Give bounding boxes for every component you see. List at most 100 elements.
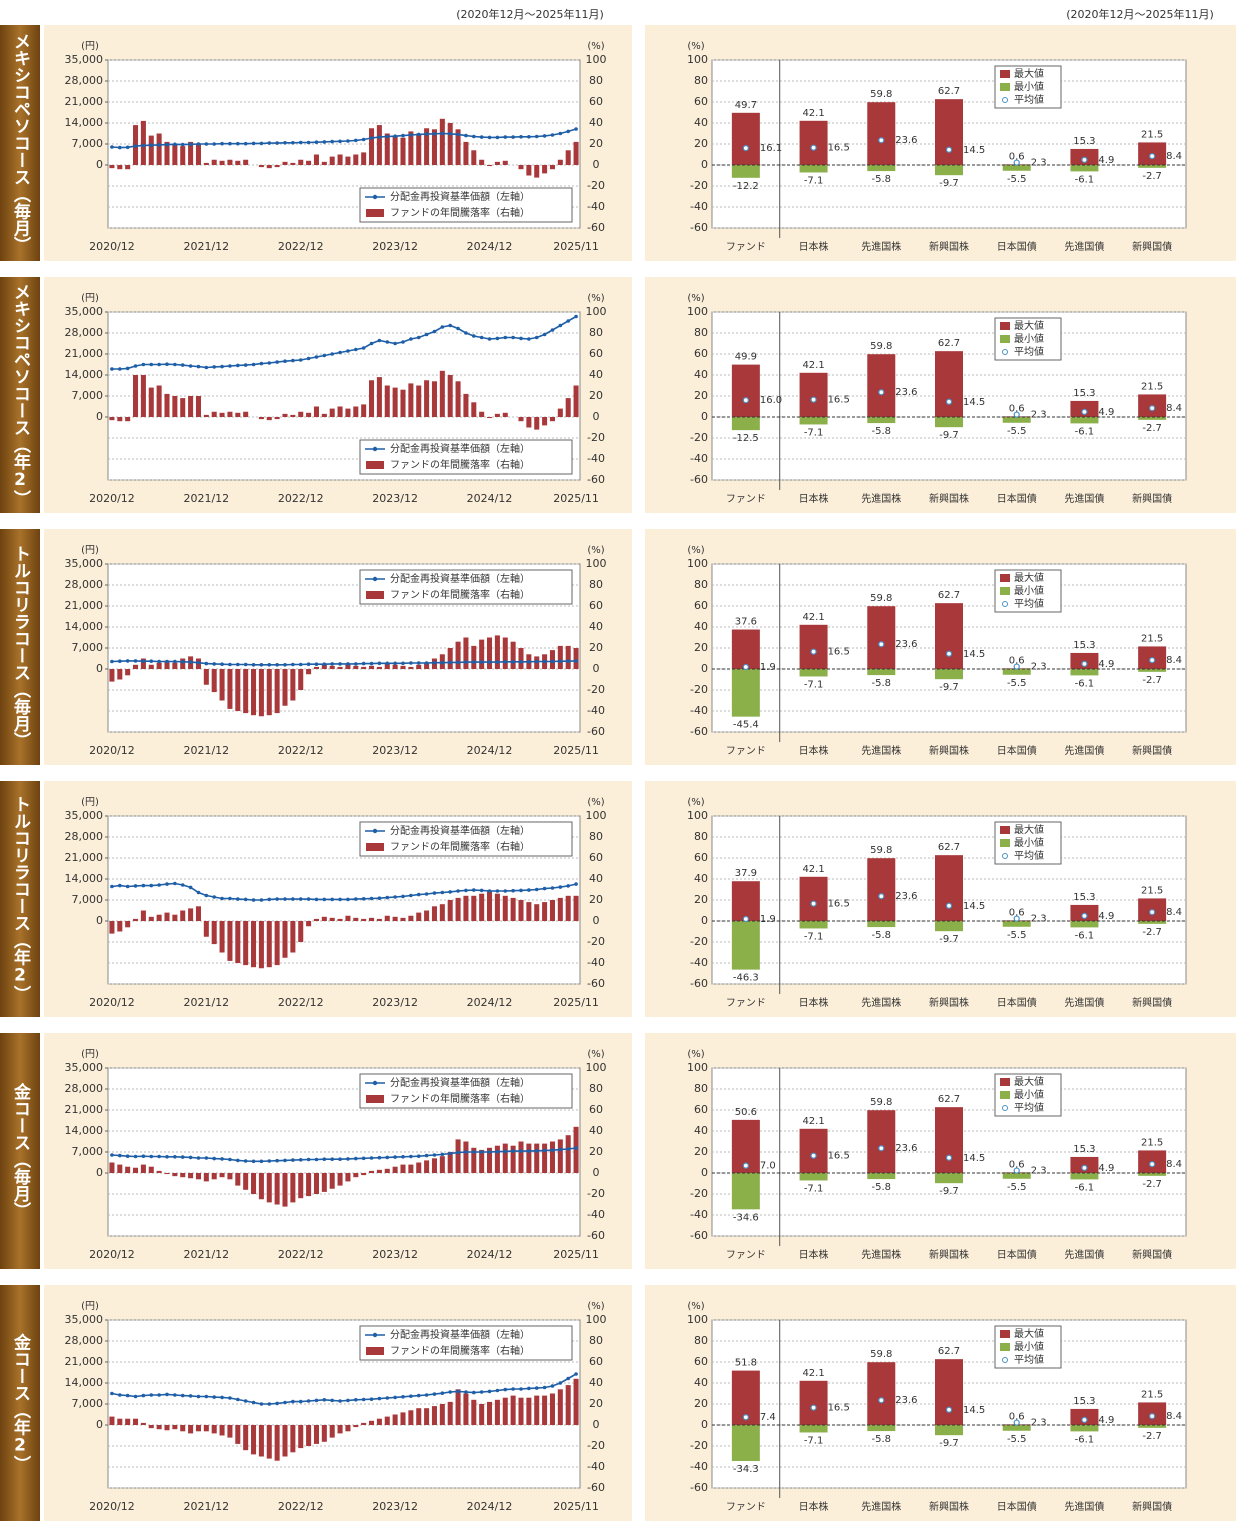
- y2-tick-label: 80: [589, 1082, 603, 1095]
- bar: [164, 393, 170, 417]
- value-label: 15.3: [1073, 892, 1095, 903]
- bar: [565, 150, 571, 165]
- bar: [424, 910, 430, 921]
- y-tick-label: 100: [687, 53, 708, 66]
- bar: [266, 165, 272, 169]
- bar: [479, 159, 485, 165]
- bar: [526, 165, 532, 176]
- average-dot: [810, 1152, 817, 1159]
- bar: [321, 1173, 327, 1192]
- legend-swatch: [366, 1347, 384, 1355]
- label-strip: [0, 781, 40, 1017]
- bar: [557, 408, 563, 417]
- bar: [282, 669, 288, 706]
- legend-swatch: [1002, 97, 1008, 103]
- bar: [867, 165, 896, 172]
- legend-box: [359, 821, 573, 857]
- bar: [384, 1416, 390, 1425]
- y-tick-label: 0: [701, 914, 708, 927]
- bar: [337, 918, 343, 921]
- legend-swatch: [1000, 322, 1010, 330]
- legend-swatch: [1000, 83, 1010, 91]
- bar: [140, 658, 146, 669]
- y-tick-label: -40: [690, 956, 708, 969]
- bar: [345, 1173, 351, 1182]
- y2-axis-unit: (%): [587, 797, 604, 808]
- value-label: -12.2: [733, 181, 759, 192]
- value-label: -6.1: [1075, 426, 1095, 437]
- bar: [439, 1404, 445, 1425]
- y-tick-label: 0: [701, 410, 708, 423]
- bar: [565, 895, 571, 921]
- x-tick-label: 2021/12: [183, 744, 229, 757]
- bar: [290, 1173, 296, 1203]
- x-tick-label: 2024/12: [467, 996, 513, 1009]
- x-tick-label: 日本株: [799, 1248, 829, 1261]
- bar: [935, 99, 963, 165]
- bar: [502, 1397, 508, 1425]
- x-tick-label: 2023/12: [372, 744, 418, 757]
- bar: [156, 385, 162, 417]
- bar: [557, 159, 563, 165]
- bar: [329, 156, 335, 165]
- legend-label: 最大値: [1014, 319, 1044, 332]
- bar: [282, 1425, 288, 1457]
- period-header: (2020年12月～2025年11月): [456, 7, 604, 21]
- bar: [219, 160, 225, 165]
- bar: [345, 156, 351, 165]
- legend-label: ファンドの年間騰落率（右軸）: [390, 840, 530, 853]
- bar: [549, 1141, 555, 1173]
- average-dot: [742, 915, 749, 923]
- value-label: 14.5: [963, 901, 985, 912]
- bar: [243, 159, 249, 165]
- bar: [935, 1425, 963, 1436]
- value-label: 15.3: [1073, 640, 1095, 651]
- value-label: -9.7: [939, 934, 959, 945]
- bar: [109, 1162, 115, 1173]
- value-label: 59.8: [870, 1097, 892, 1108]
- average-dot: [1013, 663, 1020, 670]
- y-tick-label: 100: [687, 557, 708, 570]
- y2-tick-label: 100: [586, 1061, 607, 1074]
- row-label: 金コース（年2）: [10, 1332, 32, 1472]
- bar: [731, 881, 760, 921]
- y2-tick-label: -20: [587, 1187, 605, 1200]
- bar: [518, 1141, 524, 1173]
- average-dot: [1081, 1164, 1088, 1171]
- x-tick-label: 2024/12: [467, 1248, 513, 1261]
- y-tick-label: 0: [96, 1166, 103, 1179]
- nav-line: [110, 659, 578, 667]
- bar: [384, 915, 390, 921]
- bar: [266, 417, 272, 421]
- legend-swatch: [1000, 1343, 1010, 1351]
- bar: [243, 921, 249, 966]
- bar: [1138, 669, 1167, 672]
- bar: [935, 351, 963, 417]
- bar: [935, 1107, 963, 1173]
- bar: [361, 918, 367, 921]
- bar: [235, 1173, 241, 1186]
- bar: [565, 645, 571, 669]
- bar: [731, 629, 760, 669]
- bar: [494, 1145, 500, 1173]
- bar: [203, 414, 209, 417]
- average-dot: [1013, 915, 1020, 922]
- bar: [534, 165, 540, 178]
- value-label: 16.5: [828, 899, 850, 910]
- bar: [282, 413, 288, 417]
- bar: [282, 1173, 288, 1207]
- y-tick-label: 14,000: [65, 1376, 104, 1389]
- legend-box: [359, 1325, 573, 1361]
- bar: [573, 1378, 579, 1425]
- bar: [243, 411, 249, 417]
- y-tick-label: 14,000: [65, 368, 104, 381]
- bar: [172, 662, 178, 669]
- bar: [148, 135, 154, 165]
- value-label: 8.4: [1166, 907, 1182, 918]
- bar: [463, 895, 469, 921]
- value-label: -2.7: [1142, 1431, 1162, 1442]
- average-dot: [945, 146, 953, 153]
- bar: [400, 1164, 406, 1173]
- label-strip: [0, 1285, 40, 1521]
- x-tick-label: 先進国株: [861, 996, 901, 1009]
